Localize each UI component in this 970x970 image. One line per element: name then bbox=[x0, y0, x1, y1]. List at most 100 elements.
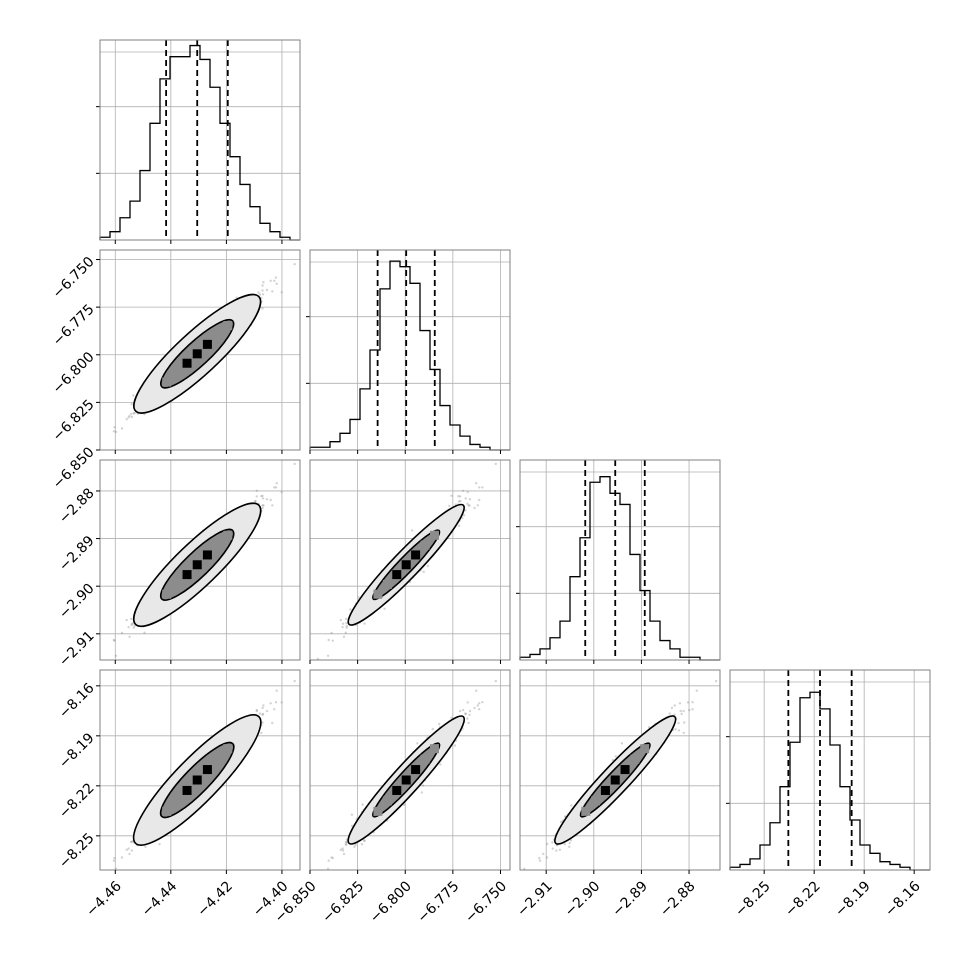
sample-point bbox=[344, 631, 347, 634]
y-tick-label: −2.91 bbox=[56, 628, 98, 670]
y-tick-label: −2.89 bbox=[56, 533, 98, 575]
density-cell bbox=[202, 765, 212, 775]
sample-point bbox=[476, 704, 479, 707]
y-tick-label: −2.88 bbox=[56, 485, 98, 527]
sample-point bbox=[677, 729, 681, 732]
density-cell bbox=[392, 785, 402, 795]
sample-point bbox=[127, 847, 130, 850]
sample-point bbox=[330, 631, 333, 635]
sample-point bbox=[114, 867, 118, 870]
sample-point bbox=[255, 495, 258, 498]
sample-point bbox=[360, 843, 364, 846]
sample-point bbox=[261, 289, 264, 292]
scatter-panel-2-1: −6.850−6.825−6.800−6.775−6.750 bbox=[50, 249, 301, 492]
density-cell bbox=[213, 330, 223, 340]
sample-point bbox=[341, 847, 344, 850]
sample-point bbox=[475, 482, 478, 485]
sample-point bbox=[130, 840, 133, 844]
sample-point bbox=[133, 624, 136, 628]
histogram-panel-2 bbox=[306, 249, 511, 454]
density-cell bbox=[401, 560, 411, 570]
density-cell bbox=[223, 321, 233, 331]
density-cell bbox=[182, 358, 192, 368]
sample-point bbox=[275, 282, 278, 285]
sample-point bbox=[113, 426, 116, 429]
sample-point bbox=[275, 482, 278, 485]
sample-point bbox=[127, 626, 130, 629]
sample-point bbox=[461, 708, 465, 712]
sample-point bbox=[255, 709, 258, 713]
sample-point bbox=[274, 701, 278, 704]
scatter-body bbox=[100, 250, 300, 450]
sample-point bbox=[468, 713, 471, 716]
sample-point bbox=[112, 859, 116, 862]
sample-point bbox=[481, 701, 484, 704]
sample-point bbox=[345, 624, 349, 628]
sample-point bbox=[678, 702, 682, 705]
sample-point bbox=[478, 702, 481, 705]
sample-point bbox=[125, 418, 128, 421]
sample-point bbox=[128, 852, 131, 856]
sample-point bbox=[345, 622, 348, 625]
sample-point bbox=[361, 803, 364, 806]
density-cell bbox=[392, 570, 402, 580]
sample-point bbox=[261, 284, 264, 287]
sample-point bbox=[274, 486, 278, 489]
scatter-body bbox=[69, 460, 300, 687]
sample-point bbox=[158, 843, 161, 846]
sample-point bbox=[133, 411, 136, 415]
sample-point bbox=[69, 912, 71, 914]
y-tick-label: −6.850 bbox=[50, 444, 98, 492]
sample-point bbox=[85, 658, 87, 660]
panel-frame bbox=[309, 459, 511, 661]
sample-point bbox=[431, 727, 434, 731]
sample-point bbox=[344, 842, 347, 846]
sample-point bbox=[262, 704, 265, 707]
sample-point bbox=[69, 685, 71, 687]
sample-point bbox=[97, 664, 99, 666]
y-tick-label: −6.800 bbox=[50, 349, 98, 397]
sample-point bbox=[459, 499, 462, 503]
sample-point bbox=[682, 731, 685, 735]
density-cell bbox=[192, 349, 202, 359]
sample-point bbox=[132, 412, 135, 415]
density-cell bbox=[429, 744, 439, 754]
sample-point bbox=[363, 622, 366, 625]
sample-point bbox=[327, 638, 330, 642]
sample-point bbox=[453, 744, 457, 747]
scatter-body bbox=[69, 670, 300, 914]
panel-frame bbox=[99, 459, 301, 661]
y-tick-label: −6.750 bbox=[50, 254, 98, 302]
x-tick-label: −4.44 bbox=[139, 878, 181, 920]
scatter-panel-4-1: −4.46 −4.44 −4.42 −4.40−8.25−8.22−8.19−8.16 bbox=[56, 669, 301, 920]
sample-point bbox=[261, 721, 264, 724]
sample-point bbox=[383, 607, 386, 610]
sample-point bbox=[563, 815, 567, 818]
sample-point bbox=[262, 504, 265, 507]
sample-point bbox=[523, 867, 526, 870]
sample-point bbox=[439, 763, 442, 766]
sample-point bbox=[85, 886, 87, 888]
density-cell bbox=[223, 530, 233, 540]
sample-point bbox=[269, 498, 272, 502]
sample-point bbox=[555, 849, 558, 852]
sample-point bbox=[350, 813, 354, 816]
sample-point bbox=[492, 912, 494, 914]
density-cell bbox=[202, 550, 212, 560]
sample-point bbox=[273, 708, 276, 711]
sample-point bbox=[271, 504, 274, 507]
density-cell bbox=[420, 540, 430, 550]
sample-point bbox=[275, 689, 278, 692]
sample-point bbox=[130, 403, 133, 406]
sample-point bbox=[330, 856, 333, 859]
sample-point bbox=[132, 626, 135, 629]
sample-point bbox=[464, 497, 467, 500]
density-cell bbox=[162, 589, 172, 599]
scatter-body bbox=[310, 460, 510, 660]
sample-point bbox=[426, 564, 430, 568]
sample-point bbox=[130, 617, 133, 621]
y-tick-label: −6.825 bbox=[50, 397, 98, 445]
sample-point bbox=[457, 500, 461, 503]
sample-point bbox=[342, 852, 346, 856]
sample-point bbox=[130, 849, 134, 852]
